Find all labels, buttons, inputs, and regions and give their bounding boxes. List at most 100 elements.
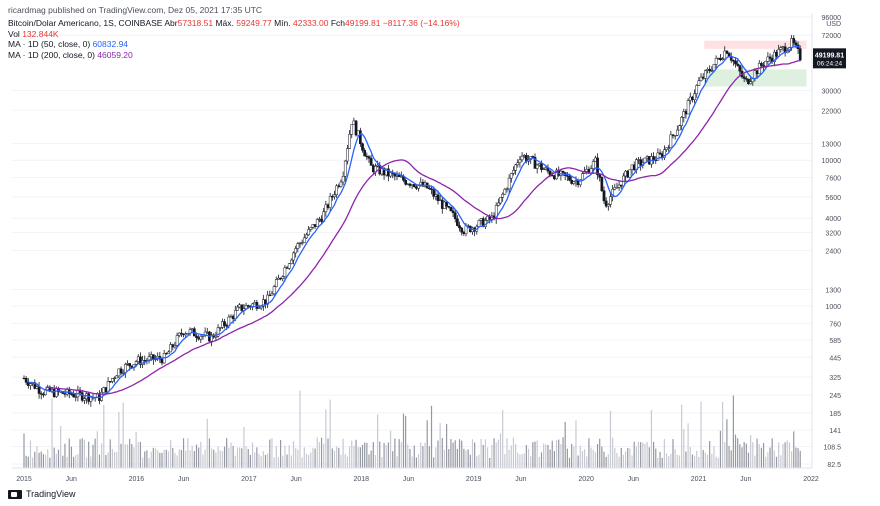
candle-body	[277, 277, 280, 280]
candle-body	[42, 393, 45, 396]
volume-bar	[691, 454, 694, 468]
volume-bar	[122, 402, 124, 468]
volume-bar	[323, 443, 325, 468]
volume-bar	[767, 452, 769, 468]
volume-bar	[551, 440, 553, 468]
candle-body	[320, 218, 323, 222]
volume-bar	[269, 439, 271, 468]
volume-bar	[381, 457, 383, 468]
volume-bar	[161, 452, 163, 468]
volume-bar	[754, 455, 756, 468]
volume-bar	[200, 441, 202, 468]
volume-bar	[251, 442, 254, 468]
candle-body	[102, 387, 106, 393]
candle-body	[35, 386, 39, 389]
candle-body	[279, 277, 282, 280]
candle-body	[268, 294, 272, 297]
published-text: ricardmag published on TradingView.com, …	[8, 5, 263, 15]
volume-bar	[243, 426, 245, 468]
published-caption: ricardmag published on TradingView.com, …	[8, 5, 262, 15]
candle-body	[630, 164, 634, 170]
volume-bar	[739, 444, 741, 468]
tradingview-logo-icon	[8, 489, 22, 499]
volume-bar	[234, 455, 236, 468]
candle-body	[744, 78, 748, 80]
volume-bar	[782, 443, 784, 468]
volume-bar	[396, 456, 398, 468]
time-tick-label: 2015	[16, 476, 32, 483]
volume-bar	[538, 456, 540, 468]
candle-body	[330, 196, 334, 198]
candle-body	[149, 354, 153, 358]
volume-bar	[696, 450, 698, 468]
price-tick-label: 30000	[822, 89, 842, 96]
candle-body	[393, 173, 397, 177]
volume-bar	[594, 452, 596, 468]
volume-bar	[618, 456, 620, 468]
volume-bar	[564, 421, 566, 468]
volume-bar	[775, 456, 778, 468]
volume-bar	[674, 449, 676, 468]
volume-bar	[653, 441, 655, 468]
volume-bar	[577, 455, 579, 468]
volume-bar	[394, 438, 396, 468]
candle-body	[432, 189, 436, 197]
volume-bar	[592, 449, 594, 468]
candle-body	[568, 175, 571, 181]
candle-body	[658, 152, 662, 155]
candle-body	[486, 215, 489, 221]
volume-bar	[64, 443, 66, 468]
candle-body	[119, 368, 123, 374]
volume-bar	[765, 456, 767, 468]
volume-bar	[85, 457, 88, 468]
candle-body	[542, 168, 545, 170]
volume-bar	[195, 444, 198, 468]
volume-bar	[383, 442, 385, 468]
volume-bar	[463, 448, 465, 468]
candle-body	[772, 51, 776, 62]
volume-bar	[681, 404, 683, 468]
candle-body	[736, 63, 740, 66]
ma200-row[interactable]: MA · 1D (200, close, 0) 46059.20	[8, 50, 460, 61]
volume-bar	[788, 442, 791, 468]
volume-bar	[797, 448, 799, 468]
volume-bar	[182, 438, 185, 468]
volume-bar	[70, 446, 73, 468]
volume-bar	[713, 445, 715, 468]
candle-body	[445, 201, 448, 207]
volume-bar	[417, 453, 420, 468]
candle-body	[197, 337, 200, 340]
candle-body	[656, 152, 660, 161]
volume-bar	[273, 457, 275, 468]
volume-bar	[232, 446, 234, 468]
candle-body	[669, 134, 673, 148]
volume-bar	[353, 445, 355, 468]
volume-bar	[198, 447, 200, 468]
volume-bar	[32, 457, 34, 468]
volume-bar	[512, 437, 515, 468]
volume-bar	[532, 442, 534, 468]
volume-bar	[295, 448, 297, 468]
volume-bar	[549, 449, 551, 468]
candle-body	[143, 360, 147, 362]
price-tick-label: 96000	[822, 15, 842, 22]
candle-body	[609, 196, 612, 205]
time-tick-label: 2020	[578, 476, 594, 483]
candle-body	[346, 148, 349, 162]
ma50-row[interactable]: MA · 1D (50, close, 0) 60832.94	[8, 39, 460, 50]
volume-bar	[527, 448, 530, 468]
last-price-badge	[813, 48, 846, 69]
candle-body	[29, 383, 32, 386]
volume-bar	[68, 438, 70, 468]
candle-body	[458, 225, 461, 229]
volume-bar	[609, 410, 612, 468]
volume-bar	[170, 440, 172, 468]
volume-bar	[467, 449, 469, 468]
volume-bar	[141, 457, 144, 468]
volume-bar	[361, 444, 364, 468]
tradingview-footer[interactable]: TradingView	[8, 489, 76, 499]
candle-body	[33, 382, 37, 389]
candle-body	[440, 199, 444, 209]
candle-body	[477, 220, 481, 227]
